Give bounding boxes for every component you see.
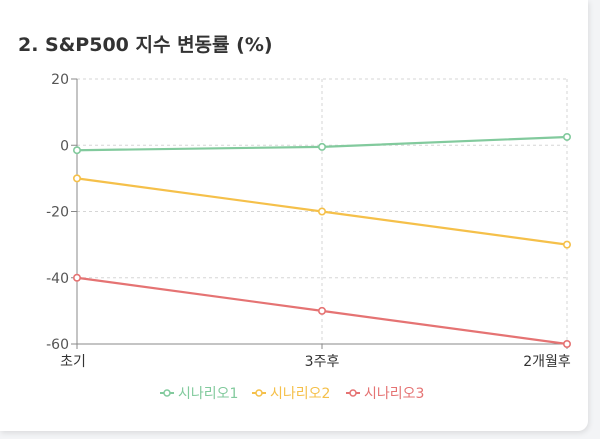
data-point <box>317 306 326 315</box>
y-tick-label: -40 <box>46 271 69 287</box>
y-tick-label: -60 <box>46 337 69 353</box>
legend-item-3: 시나리오3 <box>346 386 424 402</box>
legend-label: 시나리오2 <box>270 386 330 402</box>
data-point <box>73 273 82 282</box>
legend-label: 시나리오3 <box>364 386 424 402</box>
data-point <box>562 339 571 348</box>
x-tick-label: 3주후 <box>305 354 340 370</box>
legend-item-1: 시나리오1 <box>160 386 238 402</box>
data-point <box>562 132 571 141</box>
legend-item-2: 시나리오2 <box>252 386 330 402</box>
y-tick-label: 20 <box>51 72 69 88</box>
x-tick-label: 2개월후 <box>523 354 571 370</box>
data-point <box>73 146 82 155</box>
chart-title: 2. S&P500 지수 변동률 (%) <box>18 34 273 56</box>
data-point <box>317 142 326 151</box>
y-tick-label: -20 <box>46 205 69 221</box>
y-tick-label: 0 <box>60 138 69 154</box>
legend-label: 시나리오1 <box>178 386 238 402</box>
chart-card: 2. S&P500 지수 변동률 (%) 20 0 -20 -40 -60 초기 3주후 2개… <box>0 0 588 431</box>
legend-marker-icon <box>163 389 171 397</box>
legend-marker-icon <box>349 389 357 397</box>
data-point <box>562 240 571 249</box>
data-point <box>73 174 82 183</box>
data-point <box>317 207 326 216</box>
x-tick-label: 초기 <box>60 354 86 370</box>
legend-marker-icon <box>255 389 263 397</box>
